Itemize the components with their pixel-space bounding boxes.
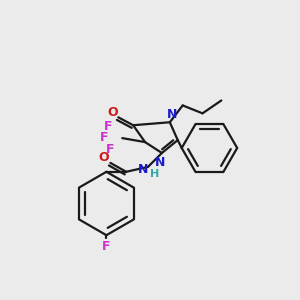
Text: F: F	[100, 130, 109, 144]
Text: N: N	[138, 163, 148, 176]
Text: F: F	[102, 240, 111, 253]
Text: F: F	[104, 120, 112, 133]
Text: H: H	[150, 169, 160, 179]
Text: F: F	[106, 142, 115, 155]
Text: N: N	[167, 108, 177, 121]
Text: O: O	[98, 152, 109, 164]
Text: N: N	[155, 156, 165, 170]
Text: O: O	[107, 106, 118, 119]
